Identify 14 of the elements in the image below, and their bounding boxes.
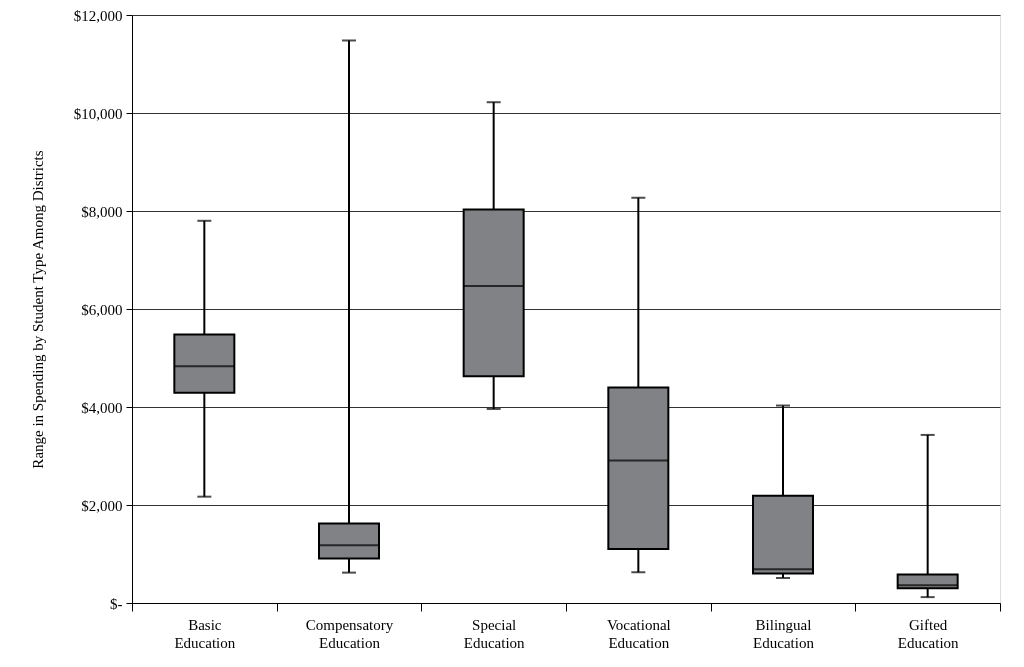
x-tick-label: Bilingual Education	[753, 616, 815, 651]
y-tick-label: $4,000	[81, 399, 123, 416]
x-tick-label: Gifted Education	[897, 616, 960, 651]
x-tick-label: Basic Education	[174, 616, 236, 651]
y-tick-label: $12,000	[73, 7, 123, 24]
x-tick-label: Special Education	[463, 616, 526, 651]
y-tick-label: $10,000	[73, 105, 123, 122]
x-tick-label: Vocational Education	[606, 616, 671, 651]
y-tick-label: $2,000	[81, 497, 123, 514]
y-tick-label: $-	[110, 595, 123, 612]
y-tick-label: $8,000	[81, 203, 123, 220]
y-axis-title: Range in Spending by Student Type Among Districts	[29, 150, 46, 469]
y-tick-label: $6,000	[81, 301, 123, 318]
x-tick-label: Compensatory Education	[305, 616, 394, 651]
